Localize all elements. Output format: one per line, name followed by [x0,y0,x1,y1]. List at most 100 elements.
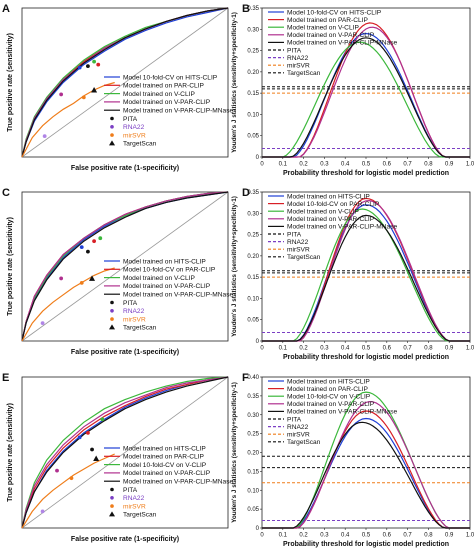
legend: Model trained on HITS-CLIP Model trained … [268,378,398,446]
y-tick-label: 0.20 [247,451,259,457]
legend-label: PITA [287,416,302,423]
legend-label: TargetScan [287,254,321,261]
x-axis-label: False positive rate (1-specificity) [71,536,179,543]
point-model-trained-on-v-par-clip [55,468,59,473]
x-tick-label: 0.9 [445,533,454,539]
legend-marker [110,317,114,321]
series-model-trained-on-v-par-clip-mnase [262,37,470,158]
legend-label: mirSVR [287,63,310,70]
x-axis-label: Probability threshold for logistic model… [283,354,449,361]
legend-label: Model trained on V-PAR-CLIP [123,470,211,477]
y-axis-label: Youden's J statistics (sensitivity+speci… [231,382,238,523]
point-mirsvr [79,280,84,285]
panel-c: C False positive rate (1-specificity) True… [2,187,234,356]
legend-label: Model trained on PAR-CLIP [123,83,204,90]
x-tick-label: 0 [260,533,264,539]
x-tick-label: 0.6 [383,162,392,168]
y-tick-label: 0.10 [247,296,259,302]
x-axis-label: Probability threshold for logistic model… [283,541,449,548]
x-tick-label: 1.0 [466,162,474,168]
legend-label: PITA [287,47,302,54]
y-axis-label: Youden's J statistics (sensitivity+speci… [231,12,238,153]
x-tick-label: 0.1 [279,346,288,352]
legend-label: Model trained on V-PAR-CLIP [123,283,211,290]
point-pita [90,447,94,452]
legend-label: Model trained on HITS-CLIP [287,193,370,200]
legend: Model 10-fold-CV on HITS-CLIP Model train… [104,74,234,148]
legend-label: Model trained on V-PAR-CLIP-MNase [287,409,398,416]
x-tick-label: 0 [260,162,264,168]
y-tick-label: 0.30 [247,27,259,33]
plot-frame [21,191,229,342]
x-axis-label: False positive rate (1-specificity) [71,165,179,172]
point-model-trained-on-par-clip [86,430,90,435]
x-tick-label: 0.7 [403,533,412,539]
y-tick-label: 0.25 [247,432,259,438]
series-model-trained-on-v-clip [262,208,470,342]
point-model-trained-on-v-par-clip [59,276,64,281]
legend-label: Model trained on V-PAR-CLIP-MNase [123,108,234,115]
x-tick-label: 0.2 [299,162,308,168]
legend-label: Model trained on V-PAR-CLIP-MNase [123,292,234,299]
legend-label: Model trained on PAR-CLIP [287,17,368,24]
legend-label: Model trained on V-PAR-CLIP [287,401,375,408]
legend-label: Model 10-fold-CV on HITS-CLIP [123,74,218,81]
panel-letter: F [242,372,249,384]
legend-label: RNA22 [287,239,309,246]
x-tick-label: 0.6 [383,346,392,352]
legend-marker [110,487,114,492]
y-tick-label: 0.05 [247,134,259,140]
series-model-10-fold-cv-on-v-clip [21,376,229,529]
x-axis-label: Probability threshold for logistic model… [283,170,449,177]
legend-label: TargetScan [123,141,157,148]
series-model-trained-on-v-clip [262,41,470,158]
y-tick-label: 0.30 [247,413,259,419]
legend-label: Model trained on HITS-CLIP [287,378,370,385]
point-model-trained-on-v-clip [98,236,103,241]
legend-label: Model trained on V-PAR-CLIP [123,99,211,106]
x-tick-label: 0.2 [299,533,308,539]
legend-label: Model trained on V-PAR-CLIP-MNase [123,479,234,486]
x-tick-label: 0.4 [341,162,350,168]
y-axis-label: True positive rate (sensitivity) [7,403,14,502]
legend-label: PITA [123,116,138,123]
y-axis-label: True positive rate (sensitivity) [7,33,14,132]
point-model-10-fold-cv-on-v-clip [100,417,105,422]
plot-frame [21,7,229,158]
series-model-trained-on-v-par-clip-mnase [21,7,229,158]
y-tick-label: 0.05 [247,318,259,324]
y-tick-label: 0 [256,526,260,532]
point-model-10-fold-cv-on-hits-clip [77,65,82,70]
x-tick-label: 0.3 [320,346,329,352]
series-model-trained-on-v-par-clip [262,400,470,529]
series-model-trained-on-v-par-clip-mnase [21,376,229,529]
x-tick-label: 0.5 [362,162,371,168]
x-tick-label: 0.4 [341,346,350,352]
point-model-trained-on-hits-clip [77,435,82,440]
y-axis-label: Youden's J statistics (sensitivity+speci… [231,196,238,337]
legend-marker [110,116,114,121]
panel-letter: E [2,372,9,384]
y-tick-label: 0.05 [247,507,259,513]
x-tick-label: 0.9 [445,162,454,168]
legend-label: Model trained on V-CLIP [123,91,195,98]
legend-label: PITA [123,487,138,494]
legend-label: PITA [287,231,302,238]
legend-label: Model 10-fold-CV on PAR-CLIP [287,201,380,208]
legend-label: mirSVR [123,316,146,323]
x-tick-label: 0.5 [362,346,371,352]
x-tick-label: 0.8 [424,346,433,352]
point-model-trained-on-v-clip [92,59,96,64]
legend-marker [110,125,114,129]
legend-label: Model 10-fold-CV on HITS-CLIP [287,9,382,16]
x-tick-label: 0.2 [299,346,308,352]
legend-label: Model trained on HITS-CLIP [123,258,206,265]
series-mirsvr [21,81,115,158]
point-rna22 [40,509,45,514]
y-tick-label: 0.15 [247,91,259,97]
legend-label: TargetScan [287,439,321,446]
legend-marker [110,496,114,500]
legend-label: Model trained on V-CLIP [287,209,359,216]
x-axis-label: False positive rate (1-specificity) [71,349,179,356]
panel-letter: B [242,3,250,15]
